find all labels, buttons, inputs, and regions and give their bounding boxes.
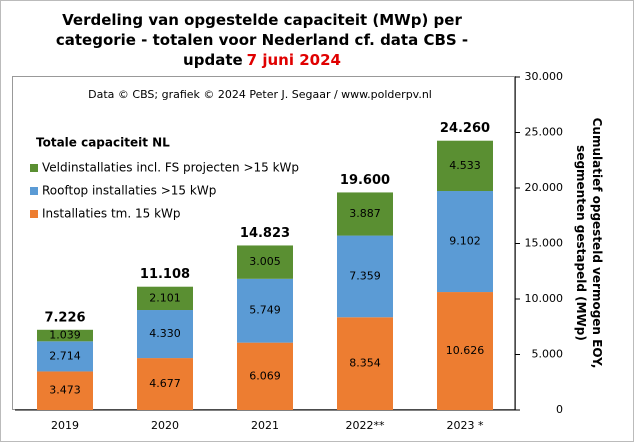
y-tick-label: 10.000 bbox=[525, 292, 564, 305]
title-date: 7 juni 2024 bbox=[247, 51, 341, 69]
bar-segment bbox=[37, 329, 93, 342]
legend-label: Rooftop installaties >15 kWp bbox=[42, 184, 216, 198]
bar-segment bbox=[37, 371, 93, 410]
y-label-line: Cumulatief opgesteld vermogen EOY, bbox=[591, 118, 605, 369]
y-tick-label: 30.000 bbox=[525, 70, 564, 83]
y-tick-label: 20.000 bbox=[525, 181, 564, 194]
value-label: 10.626 bbox=[446, 344, 485, 357]
y-tick-label: 25.000 bbox=[525, 126, 564, 139]
chart-title: Verdeling van opgestelde capaciteit (MWp… bbox=[56, 11, 468, 69]
x-tick-label: 2019 bbox=[51, 419, 79, 432]
title-line: update bbox=[183, 51, 243, 69]
bar-segment bbox=[137, 358, 193, 410]
bar-segment bbox=[437, 191, 493, 293]
value-label: 3.005 bbox=[249, 255, 281, 268]
bar-segment bbox=[137, 310, 193, 359]
total-label: 19.600 bbox=[340, 173, 390, 188]
total-label: 11.108 bbox=[140, 267, 190, 282]
value-label: 2.101 bbox=[149, 291, 181, 304]
title-line: Verdeling van opgestelde capaciteit (MWp… bbox=[62, 11, 462, 29]
legend-title: Totale capaciteit NL bbox=[36, 136, 170, 150]
legend-swatch bbox=[30, 210, 38, 218]
value-label: 8.354 bbox=[349, 357, 381, 370]
value-label: 3.887 bbox=[349, 207, 381, 220]
legend-label: Veldinstallaties incl. FS projecten >15 … bbox=[42, 161, 299, 175]
value-label: 4.677 bbox=[149, 377, 181, 390]
y-axis-label: Cumulatief opgesteld vermogen EOY,segmen… bbox=[575, 118, 605, 369]
y-tick-label: 15.000 bbox=[525, 237, 564, 250]
value-label: 4.330 bbox=[149, 327, 181, 340]
bar-segment bbox=[437, 292, 493, 410]
bar-segment bbox=[437, 140, 493, 192]
subtitle: Data © CBS; grafiek © 2024 Peter J. Sega… bbox=[88, 88, 432, 101]
title-line: categorie - totalen voor Nederland cf. d… bbox=[56, 31, 468, 49]
x-tick-label: 2020 bbox=[151, 419, 179, 432]
value-label: 1.039 bbox=[49, 329, 81, 342]
value-label: 4.533 bbox=[449, 159, 481, 172]
x-tick-label: 2022** bbox=[346, 419, 385, 432]
value-label: 9.102 bbox=[449, 235, 481, 248]
bar-segment bbox=[237, 245, 293, 279]
x-tick-label: 2023 * bbox=[447, 419, 484, 432]
bar-segment bbox=[237, 342, 293, 410]
y-label-line: segmenten gestapeld (MWp) bbox=[575, 145, 589, 341]
value-label: 7.359 bbox=[349, 269, 381, 282]
value-label: 5.749 bbox=[249, 304, 281, 317]
y-tick-label: 5.000 bbox=[532, 348, 564, 361]
legend-label: Installaties tm. 15 kWp bbox=[42, 207, 181, 221]
total-label: 7.226 bbox=[44, 310, 85, 325]
y-tick-label: 0 bbox=[556, 403, 563, 416]
total-label: 24.260 bbox=[440, 121, 490, 136]
value-label: 3.473 bbox=[49, 384, 81, 397]
bar-segment bbox=[337, 192, 393, 236]
value-label: 2.714 bbox=[49, 349, 81, 362]
bar-segment bbox=[137, 286, 193, 311]
bar-segment bbox=[337, 317, 393, 410]
x-tick-label: 2021 bbox=[251, 419, 279, 432]
value-label: 6.069 bbox=[249, 369, 281, 382]
total-label: 14.823 bbox=[240, 226, 290, 241]
bar-segment bbox=[37, 341, 93, 372]
legend-swatch bbox=[30, 164, 38, 172]
bar-segment bbox=[237, 278, 293, 343]
legend-swatch bbox=[30, 187, 38, 195]
bar-segment bbox=[337, 235, 393, 318]
